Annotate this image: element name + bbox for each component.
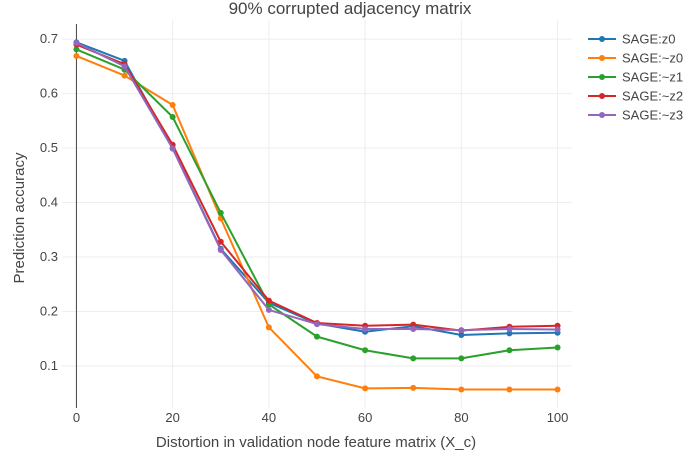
x-tick-label: 40 xyxy=(262,410,276,425)
data-point xyxy=(410,355,417,362)
x-tick-label: 80 xyxy=(454,410,468,425)
x-tick-label: 20 xyxy=(165,410,179,425)
data-point xyxy=(169,145,176,152)
y-tick-label: 0.3 xyxy=(40,249,58,264)
data-point xyxy=(121,63,128,70)
data-point xyxy=(265,324,272,331)
legend-label: SAGE:z0 xyxy=(622,32,675,47)
y-tick-label: 0.4 xyxy=(40,195,58,210)
data-point xyxy=(73,39,80,46)
data-point xyxy=(506,347,513,354)
data-point xyxy=(314,321,320,328)
data-point xyxy=(217,246,224,253)
series-line xyxy=(76,41,558,336)
x-tick-label: 0 xyxy=(73,410,80,425)
legend-label: SAGE:~z3 xyxy=(622,108,683,123)
data-point xyxy=(314,333,320,340)
data-point xyxy=(458,355,465,362)
series-SAGE:~z1 xyxy=(73,46,561,362)
y-tick-label: 0.7 xyxy=(40,31,58,46)
y-tick-label: 0.5 xyxy=(40,140,58,155)
x-axis-title: Distortion in validation node feature ma… xyxy=(156,434,476,450)
legend-swatch-marker xyxy=(599,36,605,42)
data-point xyxy=(506,325,513,332)
data-point xyxy=(169,102,176,109)
legend-item[interactable]: SAGE:~z2 xyxy=(588,89,683,104)
data-point xyxy=(265,306,272,313)
legend-swatch-marker xyxy=(599,55,605,61)
legend-label: SAGE:~z1 xyxy=(622,70,683,85)
series-line xyxy=(75,41,558,332)
data-point xyxy=(265,297,272,304)
legend-label: SAGE:~z0 xyxy=(622,51,683,66)
legend-swatch-marker xyxy=(599,74,605,80)
legend-item[interactable]: SAGE:z0 xyxy=(588,32,675,47)
y-tick-label: 0.6 xyxy=(40,86,58,101)
legend[interactable]: SAGE:z0 SAGE:~z0 SAGE:~z1 SAGE:~z2 SAGE:~z3 xyxy=(588,32,683,123)
data-point xyxy=(554,386,561,393)
data-point xyxy=(458,386,465,393)
legend-swatch-marker xyxy=(599,93,605,99)
data-point xyxy=(217,209,224,216)
data-point xyxy=(169,114,176,120)
data-point xyxy=(410,325,417,332)
grid-lines xyxy=(62,20,572,408)
data-point xyxy=(554,344,561,351)
data-point xyxy=(554,326,561,333)
data-series xyxy=(73,39,561,393)
series-SAGE:~z3 xyxy=(73,39,561,334)
y-axis-title: Prediction accuracy xyxy=(11,152,28,283)
data-point xyxy=(410,384,417,391)
legend-item[interactable]: SAGE:~z3 xyxy=(588,108,683,123)
data-point xyxy=(362,347,369,354)
x-tick-label: 100 xyxy=(547,410,569,425)
axes: 0.1 0.2 0.3 0.4 0.5 0.6 0.7 0 20 40 60 80 100 xyxy=(40,24,568,425)
data-point xyxy=(362,325,369,332)
series-line xyxy=(76,48,558,360)
series-SAGE:z0 xyxy=(73,39,561,338)
data-point xyxy=(362,385,369,392)
data-point xyxy=(458,331,465,338)
legend-label: SAGE:~z2 xyxy=(622,89,683,104)
data-point xyxy=(410,321,417,328)
legend-item[interactable]: SAGE:~z0 xyxy=(588,51,683,66)
data-point xyxy=(458,327,465,334)
series-SAGE:~z0 xyxy=(73,52,561,393)
legend-item[interactable]: SAGE:~z1 xyxy=(588,70,683,85)
data-point xyxy=(73,52,80,59)
data-point xyxy=(73,46,80,53)
data-point xyxy=(314,373,320,380)
data-point xyxy=(217,238,224,245)
y-tick-label: 0.1 xyxy=(40,358,58,373)
series-line xyxy=(76,43,558,332)
data-point xyxy=(506,386,513,393)
series-SAGE:~z2 xyxy=(73,41,561,334)
y-tick-label: 0.2 xyxy=(40,304,58,319)
legend-swatch-marker xyxy=(599,112,605,118)
chart-title: 90% corrupted adjacency matrix xyxy=(229,0,472,18)
data-point xyxy=(121,72,128,79)
x-tick-label: 60 xyxy=(358,410,372,425)
data-point xyxy=(506,330,513,337)
